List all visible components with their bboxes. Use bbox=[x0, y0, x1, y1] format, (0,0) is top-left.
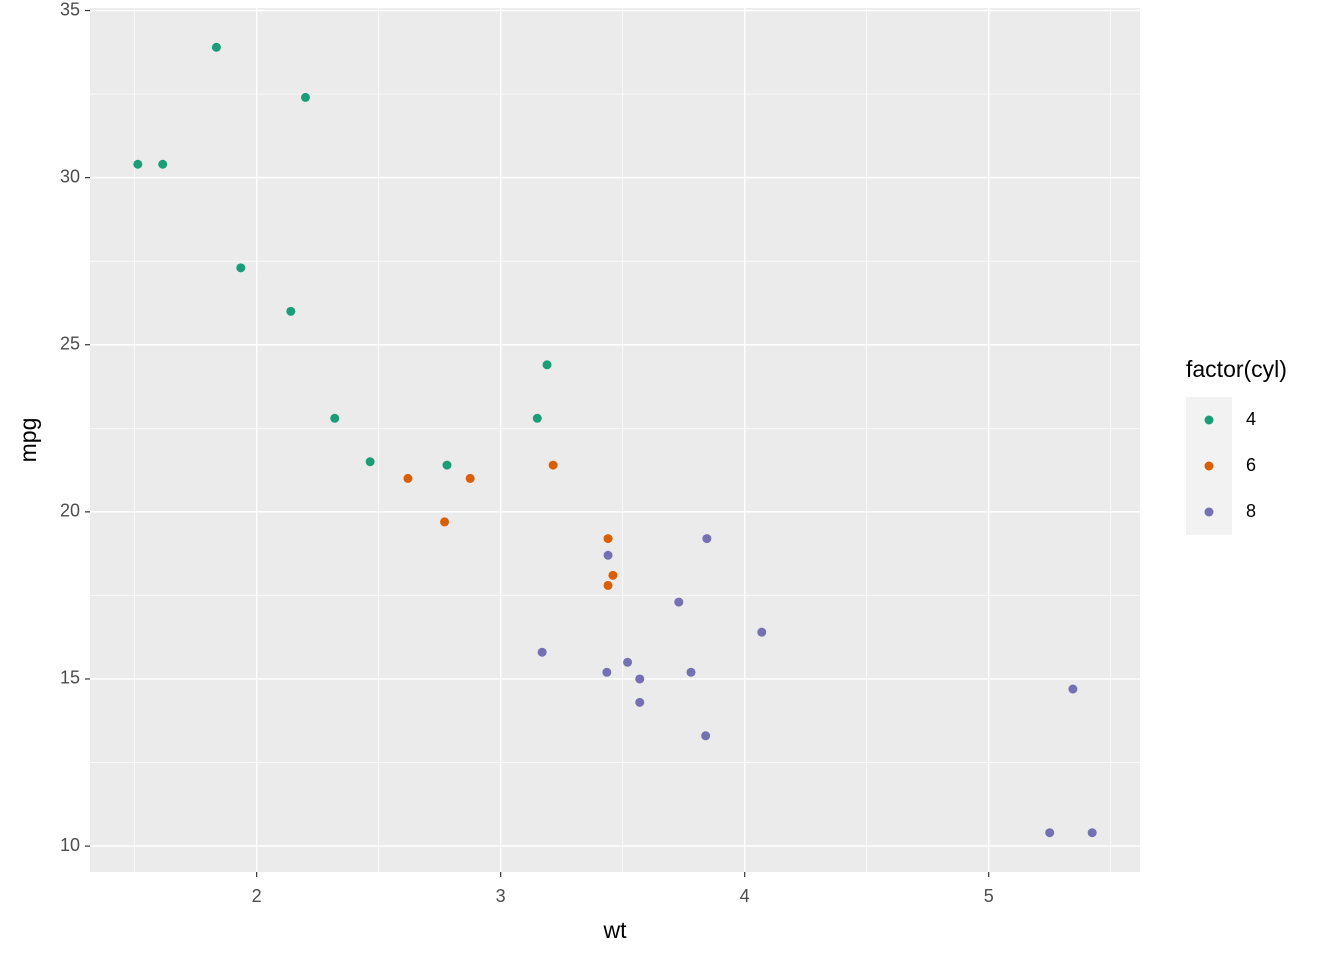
point bbox=[623, 657, 633, 667]
x-tick-label: 2 bbox=[252, 886, 262, 906]
point bbox=[440, 517, 450, 527]
legend-label: 6 bbox=[1246, 455, 1256, 475]
x-tick-label: 3 bbox=[496, 886, 506, 906]
x-tick-label: 5 bbox=[984, 886, 994, 906]
point bbox=[1068, 684, 1078, 694]
point bbox=[158, 159, 168, 169]
point bbox=[365, 457, 375, 467]
point bbox=[542, 360, 552, 370]
legend-swatch bbox=[1204, 507, 1214, 517]
point bbox=[537, 647, 547, 657]
y-tick-label: 10 bbox=[60, 835, 80, 855]
legend-label: 8 bbox=[1246, 501, 1256, 521]
point bbox=[236, 263, 246, 273]
point bbox=[603, 534, 613, 544]
point bbox=[403, 473, 413, 483]
legend-swatch bbox=[1204, 415, 1214, 425]
point bbox=[702, 534, 712, 544]
point bbox=[1045, 828, 1055, 838]
point bbox=[603, 550, 613, 560]
point bbox=[603, 580, 613, 590]
x-tick-label: 4 bbox=[740, 886, 750, 906]
point bbox=[330, 413, 340, 423]
x-axis-label: wt bbox=[603, 917, 628, 943]
point bbox=[635, 697, 645, 707]
point bbox=[442, 460, 452, 470]
point bbox=[602, 667, 612, 677]
point bbox=[133, 159, 143, 169]
legend-title: factor(cyl) bbox=[1186, 356, 1287, 382]
point bbox=[532, 413, 542, 423]
point bbox=[674, 597, 684, 607]
y-tick-label: 30 bbox=[60, 166, 80, 186]
point bbox=[286, 306, 296, 316]
legend-swatch bbox=[1204, 461, 1214, 471]
y-axis-label: mpg bbox=[15, 418, 41, 463]
point bbox=[1087, 828, 1097, 838]
legend-label: 4 bbox=[1246, 409, 1256, 429]
point bbox=[300, 92, 310, 102]
point bbox=[686, 667, 696, 677]
point bbox=[701, 731, 711, 741]
point bbox=[608, 570, 618, 580]
y-tick-label: 15 bbox=[60, 668, 80, 688]
point bbox=[635, 674, 645, 684]
point bbox=[548, 460, 558, 470]
y-tick-label: 25 bbox=[60, 333, 80, 353]
point bbox=[465, 473, 475, 483]
point bbox=[211, 42, 221, 52]
point bbox=[757, 627, 767, 637]
y-tick-label: 35 bbox=[60, 0, 80, 19]
panel-background bbox=[90, 8, 1140, 872]
y-tick-label: 20 bbox=[60, 501, 80, 521]
